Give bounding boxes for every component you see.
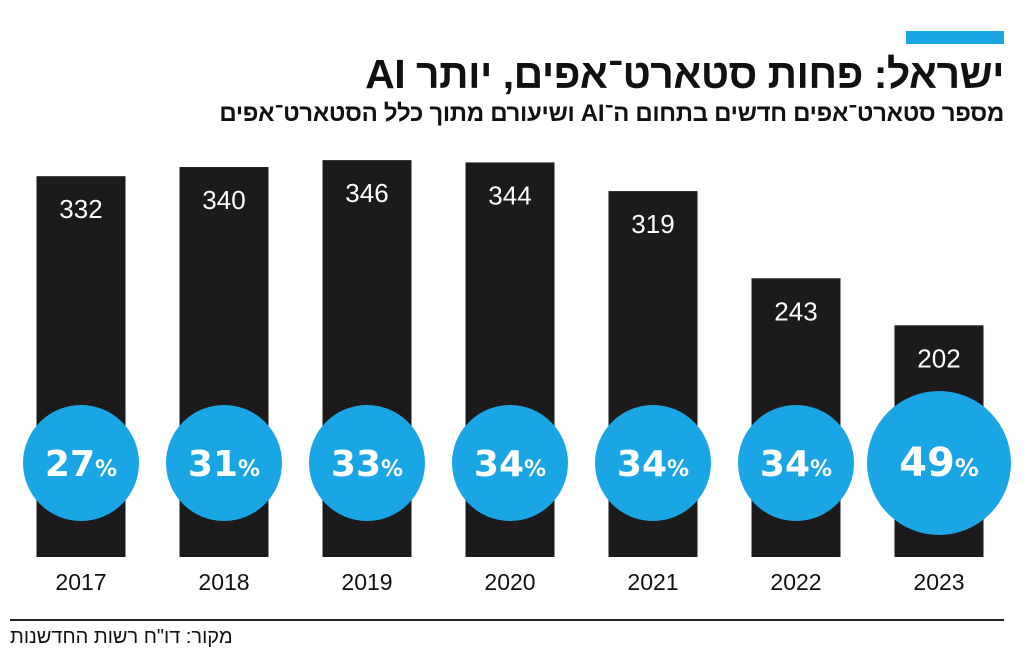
ai-share-label: 34% — [760, 444, 832, 485]
bar-value-label: 243 — [774, 296, 817, 326]
ai-share-percent-sign: % — [667, 457, 689, 482]
ai-share-percent-sign: % — [810, 457, 832, 482]
ai-share-bubble — [595, 405, 711, 521]
ai-share-label: 34% — [617, 444, 689, 485]
ai-share-label: 34% — [474, 444, 546, 485]
ai-share-label: 27% — [45, 444, 117, 485]
bar-value-label: 202 — [917, 343, 960, 373]
ai-share-label: 33% — [331, 444, 403, 485]
x-tick-label: 2017 — [55, 569, 106, 595]
ai-share-value: 34 — [760, 444, 810, 485]
x-tick-label: 2018 — [198, 569, 249, 595]
ai-share-value: 49 — [899, 440, 955, 486]
ai-share-bubble — [867, 391, 1011, 535]
bar-value-label: 340 — [202, 185, 245, 215]
ai-share-value: 33 — [331, 444, 381, 485]
ai-share-bubble — [309, 405, 425, 521]
ai-share-value: 34 — [474, 444, 524, 485]
ai-share-percent-sign: % — [955, 454, 979, 482]
ai-share-percent-sign: % — [381, 457, 403, 482]
x-tick-label: 2019 — [341, 569, 392, 595]
bar-value-label: 332 — [59, 194, 102, 224]
ai-share-percent-sign: % — [524, 457, 546, 482]
bar-value-label: 344 — [488, 180, 531, 210]
x-tick-label: 2022 — [770, 569, 821, 595]
ai-share-bubble — [738, 405, 854, 521]
ai-share-percent-sign: % — [238, 457, 260, 482]
ai-share-bubble — [23, 405, 139, 521]
x-tick-label: 2020 — [484, 569, 535, 595]
chart-subtitle: מספר סטארט־אפים חדשים בתחום ה־AI ושיעורם… — [219, 100, 1004, 127]
ai-share-bubble — [166, 405, 282, 521]
accent-bar — [906, 31, 1004, 44]
ai-share-bubble — [452, 405, 568, 521]
bar-value-label: 346 — [345, 178, 388, 208]
ai-share-label: 49% — [899, 440, 979, 486]
ai-share-value: 31 — [188, 444, 238, 485]
x-tick-label: 2021 — [627, 569, 678, 595]
x-tick-label: 2023 — [913, 569, 964, 595]
ai-share-label: 31% — [188, 444, 260, 485]
source-divider — [10, 619, 1004, 621]
ai-share-value: 34 — [617, 444, 667, 485]
source-note: מקור: דו"ח רשות החדשנות — [10, 626, 233, 648]
ai-share-value: 27 — [45, 444, 95, 485]
bar-value-label: 319 — [631, 209, 674, 239]
ai-share-percent-sign: % — [95, 457, 117, 482]
chart-title: ישראל: פחות סטארט־אפים, יותר AI — [365, 51, 1004, 97]
